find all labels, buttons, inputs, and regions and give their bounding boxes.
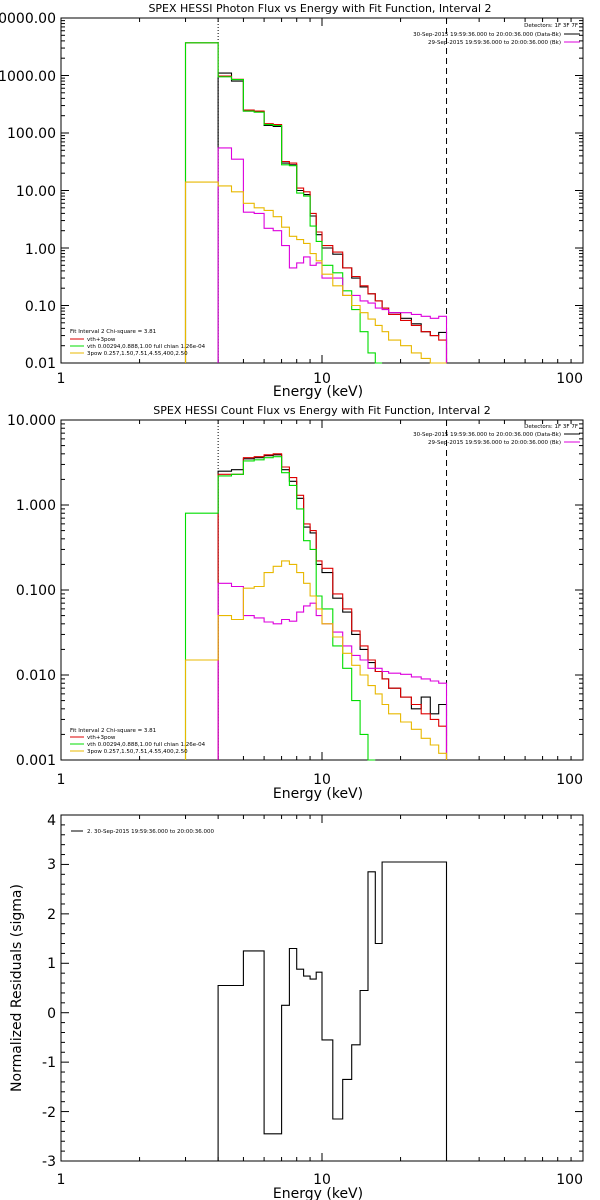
resid-y-tick-3: 3	[47, 857, 56, 873]
count-legend-fit: Fit Interval 2 Chi-square = 3.81	[70, 728, 156, 734]
count-legend-3pow: 3pow 0.257,1.50,7.51,4.55,400,2.50	[87, 749, 188, 755]
count-legend-bottom: Fit Interval 2 Chi-square = 3.81 vth+3po…	[70, 728, 206, 755]
resid-y-tick-2: 2	[47, 907, 56, 923]
photon-flux-title: SPEX HESSI Photon Flux vs Energy with Fi…	[148, 2, 491, 15]
photon-y-tick-0.01: 0.01	[25, 356, 56, 372]
count-x-tick-1: 1	[57, 772, 66, 788]
photon-x-tick-100: 100	[556, 371, 583, 387]
photon-y-tick-1000.00: 1000.00	[0, 69, 56, 85]
resid-y-tick-1: 1	[47, 956, 56, 972]
count-series-vth	[184, 456, 376, 761]
photon-legend-detectors: Detectors: 1F 3F 7F	[524, 23, 578, 29]
resid-y-tick-neg3: -3	[42, 1154, 56, 1170]
count-flux-title: SPEX HESSI Count Flux vs Energy with Fit…	[153, 404, 490, 417]
photon-legend-fit: Fit Interval 2 Chi-square = 3.81	[70, 329, 156, 335]
count-x-axis-label: Energy (keV)	[273, 786, 363, 802]
resid-y-tick-4: 4	[47, 813, 56, 829]
resid-x-tick-100: 100	[556, 1172, 583, 1188]
photon-series-vth-3pow	[184, 42, 448, 363]
count-y-tick-0.100: 0.100	[16, 583, 56, 599]
resid-x-axis-label: Energy (keV)	[273, 1186, 363, 1200]
resid-x-tick-1: 1	[57, 1172, 66, 1188]
count-legend-vth: vth 0.00294,0.888,1.00 full chian 1.26e-…	[87, 742, 206, 748]
photon-series-bk	[217, 147, 448, 363]
resid-y-tick-neg1: -1	[42, 1055, 56, 1071]
photon-legend-vth3pow: vth+3pow	[87, 337, 116, 343]
count-legend-detectors: Detectors: 1F 3F 7F	[524, 424, 578, 430]
photon-legend-3pow: 3pow 0.257,1.50,7.51,4.55,400,2.50	[87, 351, 188, 357]
count-y-tick-1.000: 1.000	[16, 498, 56, 514]
resid-y-tick-0: 0	[47, 1006, 56, 1022]
resid-series-series	[217, 861, 448, 1161]
photon-legend-top: Detectors: 1F 3F 7F 30-Sep-2015 19:59:36…	[413, 23, 580, 46]
photon-flux-panel: SPEX HESSI Photon Flux vs Energy with Fi…	[0, 2, 584, 400]
count-legend-data: 30-Sep-2015 19:59:36.000 to 20:00:36.000…	[413, 432, 561, 438]
count-flux-panel: SPEX HESSI Count Flux vs Energy with Fit…	[7, 404, 584, 802]
count-series-vth-3pow	[217, 453, 448, 760]
photon-y-tick-100.00: 100.00	[7, 126, 56, 142]
count-legend-bk: 29-Sep-2015 19:59:36.000 to 20:00:36.000…	[428, 440, 561, 446]
resid-legend: 2. 30-Sep-2015 19:59:36.000 to 20:00:36.…	[71, 829, 214, 835]
photon-legend-vth: vth 0.00294,0.888,1.00 full chian 1.26e-…	[87, 344, 206, 350]
count-y-tick-0.001: 0.001	[16, 753, 56, 769]
photon-y-tick-top: 0000.00	[0, 11, 56, 27]
photon-y-tick-1.00: 1.00	[25, 242, 56, 258]
count-series-3pow	[184, 560, 448, 760]
resid-y-tick-neg2: -2	[42, 1105, 56, 1121]
count-y-tick-0.010: 0.010	[16, 668, 56, 684]
photon-x-tick-10: 10	[313, 371, 331, 387]
photon-legend-bottom: Fit Interval 2 Chi-square = 3.81 vth+3po…	[70, 329, 206, 357]
resid-x-tick-10: 10	[313, 1172, 331, 1188]
photon-x-axis-label: Energy (keV)	[273, 384, 363, 400]
residuals-panel: 1 10 100 -3 -2 -1 0 1 2 3 4 Energy (keV)…	[9, 813, 584, 1200]
photon-series-vth	[184, 42, 383, 364]
count-legend-top: Detectors: 1F 3F 7F 30-Sep-2015 19:59:36…	[413, 424, 580, 446]
photon-series-3pow	[184, 181, 447, 364]
count-legend-vth3pow: vth+3pow	[87, 735, 116, 741]
count-y-tick-10.000: 10.000	[7, 413, 56, 429]
photon-y-tick-0.10: 0.10	[25, 299, 56, 315]
count-x-tick-10: 10	[313, 772, 331, 788]
resid-legend-label: 2. 30-Sep-2015 19:59:36.000 to 20:00:36.…	[87, 829, 214, 835]
photon-legend-bk: 29-Sep-2015 19:59:36.000 to 20:00:36.000…	[428, 40, 561, 46]
resid-y-axis-label: Normalized Residuals (sigma)	[9, 884, 25, 1092]
photon-x-tick-1: 1	[57, 371, 66, 387]
photon-legend-data: 30-Sep-2015 19:59:36.000 to 20:00:36.000…	[413, 32, 561, 38]
photon-y-tick-10.00: 10.00	[16, 184, 56, 200]
count-x-tick-100: 100	[556, 772, 583, 788]
